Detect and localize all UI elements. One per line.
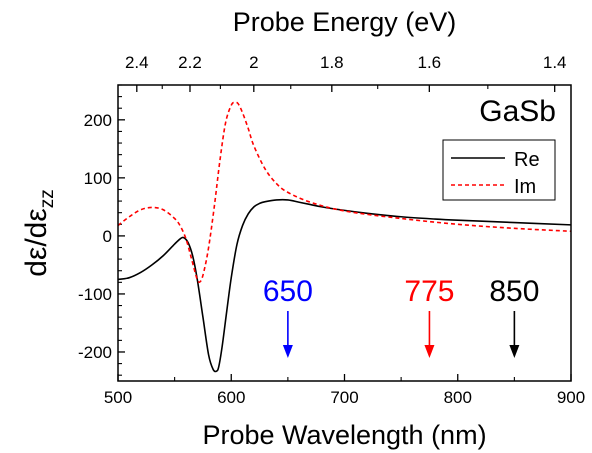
legend-label-re: Re <box>514 149 540 171</box>
annotation-label-850: 850 <box>489 275 539 308</box>
x-tick-label: 900 <box>557 388 585 407</box>
plot-frame <box>117 84 572 382</box>
x-axis-title: Probe Wavelength (nm) <box>202 420 486 450</box>
y-tick-label: -100 <box>78 285 112 304</box>
top-tick-label: 1.6 <box>418 53 442 72</box>
legend-box <box>442 139 556 201</box>
x-tick-label: 500 <box>104 388 132 407</box>
x-tick-label: 700 <box>330 388 358 407</box>
y-axis-title-main: dε/dε <box>20 208 53 276</box>
down-arrow-icon <box>282 345 293 358</box>
legend-label-im: Im <box>514 176 536 198</box>
tick-labels: 500 600 700 800 900 -200 -100 0 100 200 2.4 2.2 2 1.8… <box>78 53 585 407</box>
wavelength-annotations: 650 775 850 <box>263 275 539 358</box>
y-tick-label: -200 <box>78 343 112 362</box>
x-tick-label: 600 <box>217 388 245 407</box>
annotation-label-650: 650 <box>263 275 313 308</box>
top-tick-label: 1.8 <box>320 53 344 72</box>
y-tick-label: 100 <box>84 169 112 188</box>
series-line-re <box>118 198 571 373</box>
y-tick-label: 0 <box>103 227 112 246</box>
top-tick-label: 2.2 <box>178 53 202 72</box>
down-arrow-icon <box>509 345 520 358</box>
y-tick-label: 200 <box>84 111 112 130</box>
down-arrow-icon <box>424 345 435 358</box>
legend: Re Im <box>442 139 556 201</box>
top-tick-label: 1.4 <box>543 53 567 72</box>
y-axis-title: dε/dεzz <box>20 189 58 276</box>
series-line-im <box>118 101 571 284</box>
annotation-label-775: 775 <box>404 275 454 308</box>
y-axis-title-sub: zz <box>37 189 58 208</box>
top-tick-label: 2.4 <box>125 53 149 72</box>
top-tick-label: 2 <box>249 53 258 72</box>
axes-ticks <box>117 84 572 381</box>
top-axis-title: Probe Energy (eV) <box>233 7 457 37</box>
sample-label: GaSb <box>479 95 556 128</box>
x-tick-label: 800 <box>444 388 472 407</box>
series-layer <box>118 101 571 373</box>
